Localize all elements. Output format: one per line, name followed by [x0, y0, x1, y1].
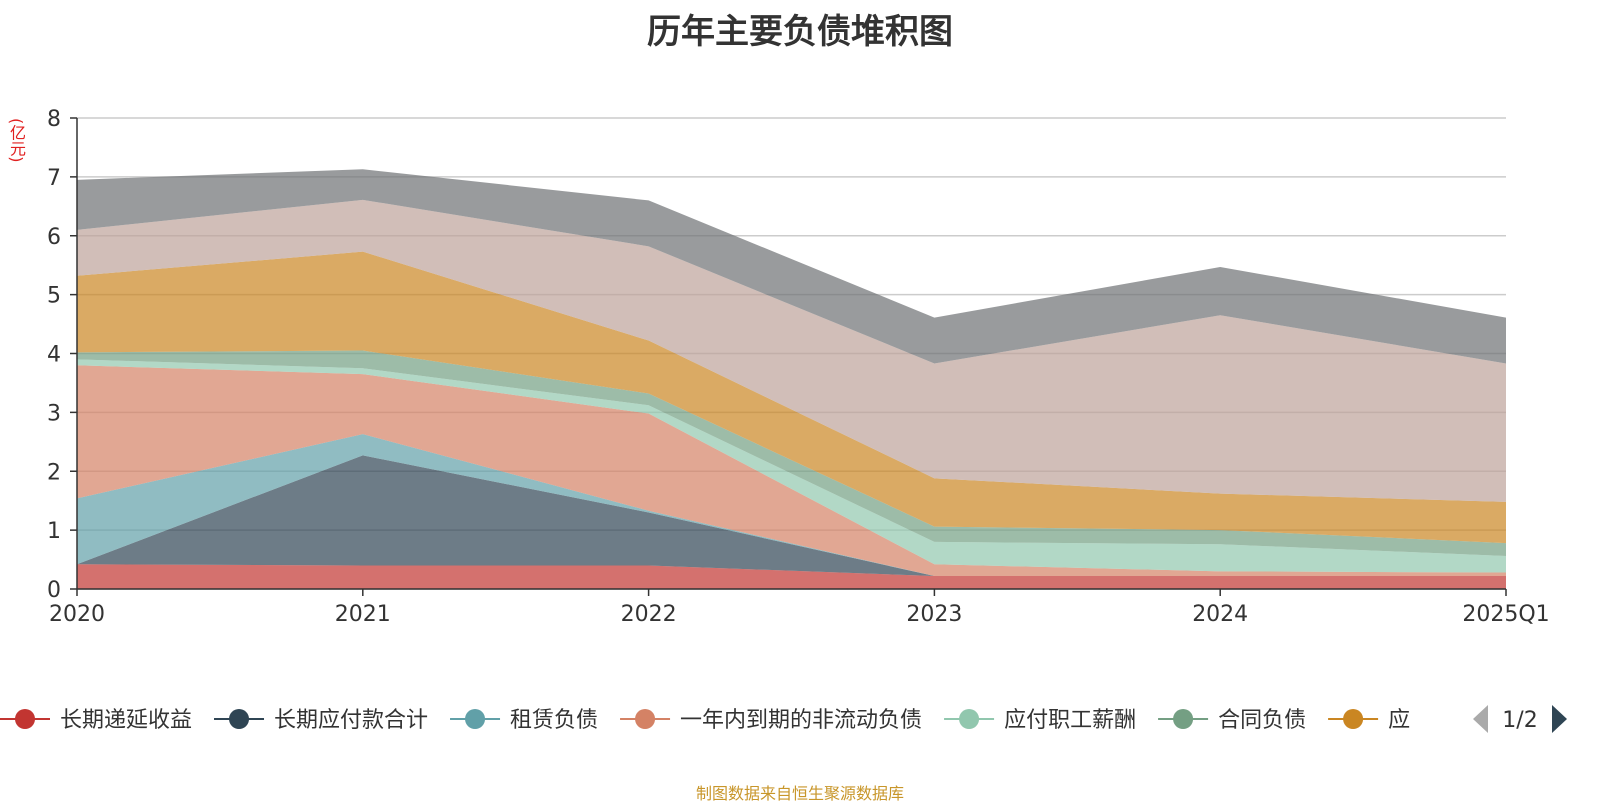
area-series-1[interactable]: [77, 564, 1506, 589]
legend-circle-marker: [1343, 709, 1364, 729]
y-tick-label: 0: [47, 578, 61, 603]
y-tick-label: 2: [47, 460, 61, 485]
x-tick-label: 2020: [49, 602, 105, 627]
area-series-3[interactable]: [77, 434, 1506, 577]
legend[interactable]: 长期递延收益 长期应付款合计 租赁负债 一年内到期的非流动负债 应付职工薪酬 合同负债 应: [0, 708, 1410, 733]
legend-item[interactable]: 应付职工薪酬: [944, 708, 1136, 733]
area-series-9[interactable]: [77, 169, 1506, 364]
legend-pager[interactable]: 1/2: [1473, 705, 1567, 733]
x-tick-label: 2023: [906, 602, 962, 627]
x-tick-label: 2024: [1192, 602, 1248, 627]
y-tick-label: 3: [47, 401, 61, 426]
y-tick-label: 1: [47, 519, 61, 544]
x-tick-label: 2025Q1: [1462, 602, 1549, 627]
legend-item[interactable]: 应: [1328, 708, 1410, 733]
y-tick-label: 4: [47, 343, 61, 368]
legend-item[interactable]: 长期应付款合计: [214, 708, 428, 733]
area-series-4[interactable]: [77, 365, 1506, 577]
y-axis-unit-label: (亿元): [7, 118, 26, 163]
x-tick-labels: 2020 2021 2022 2023 2024 2025Q1: [49, 602, 1550, 627]
y-tick-label: 5: [47, 284, 61, 309]
legend-label: 应: [1388, 708, 1410, 733]
legend-label: 应付职工薪酬: [1004, 708, 1136, 733]
legend-circle-marker: [635, 709, 656, 729]
area-series-group: [77, 169, 1506, 589]
area-series-2[interactable]: [77, 455, 1506, 577]
x-tick-label: 2021: [335, 602, 391, 627]
area-series-5[interactable]: [77, 359, 1506, 573]
legend-label: 合同负债: [1218, 708, 1306, 733]
legend-page-indicator: 1/2: [1502, 708, 1537, 733]
chart-title: 历年主要负债堆积图: [647, 12, 953, 52]
y-tick-label: 7: [47, 166, 61, 191]
area-series-8[interactable]: [77, 199, 1506, 502]
legend-item[interactable]: 租赁负债: [450, 708, 598, 733]
legend-circle-marker: [15, 709, 35, 729]
legend-next-icon[interactable]: [1552, 705, 1567, 733]
legend-circle-marker: [959, 709, 980, 729]
legend-circle-marker: [1173, 709, 1194, 729]
y-tick-label: 6: [47, 225, 61, 250]
legend-circle-marker: [465, 709, 486, 729]
legend-item[interactable]: 长期递延收益: [0, 708, 192, 733]
legend-circle-marker: [229, 709, 250, 729]
legend-item[interactable]: 合同负债: [1158, 708, 1306, 733]
source-note: 制图数据来自恒生聚源数据库: [695, 784, 904, 803]
y-tick-label: 8: [47, 107, 61, 132]
x-tick-label: 2022: [621, 602, 677, 627]
legend-item[interactable]: 一年内到期的非流动负债: [620, 708, 922, 733]
area-series-7[interactable]: [77, 251, 1506, 544]
legend-label: 长期应付款合计: [274, 708, 428, 733]
axes: [70, 117, 1507, 596]
legend-prev-icon[interactable]: [1473, 705, 1488, 733]
legend-label: 一年内到期的非流动负债: [680, 708, 922, 733]
y-tick-labels: 0 1 2 3 4 5 6 7 8: [47, 107, 61, 603]
legend-label: 长期递延收益: [60, 708, 192, 733]
legend-label: 租赁负债: [510, 708, 598, 733]
